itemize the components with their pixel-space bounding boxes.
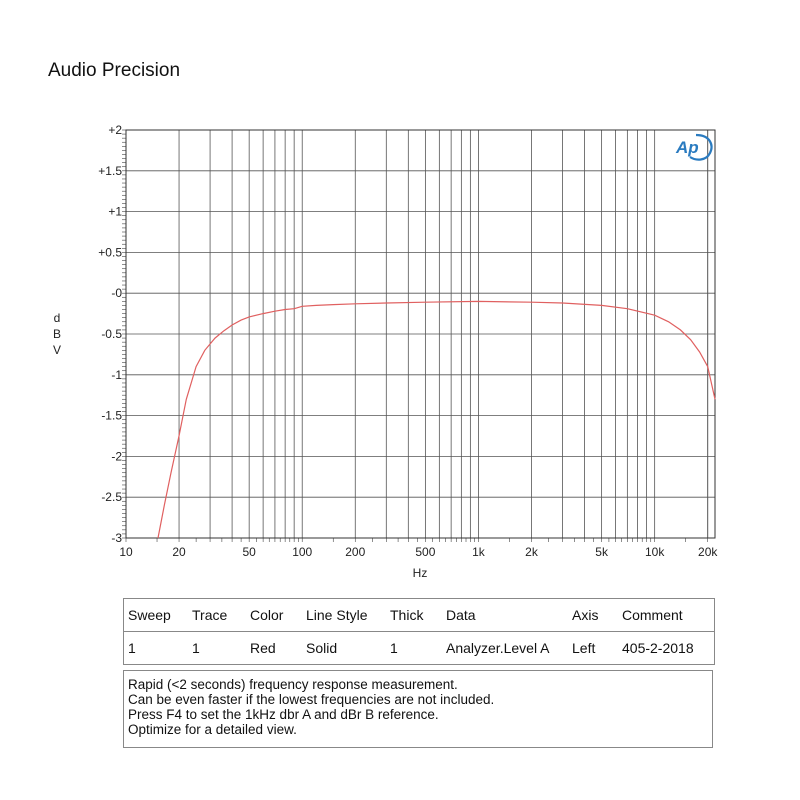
x-tick-label: 20k	[698, 545, 718, 559]
notes-box: Rapid (<2 seconds) frequency response me…	[123, 670, 713, 748]
note-line: Optimize for a detailed view.	[128, 722, 297, 737]
plot-frame	[125, 129, 716, 539]
x-axis: 10 20 50 100 200 500 1k 2k 5k 10k 20k	[119, 545, 718, 559]
y-tick-label: -1	[111, 368, 122, 382]
legend-header-cell: Axis	[568, 598, 618, 632]
x-tick-label: 10	[119, 545, 133, 559]
legend-data-row[interactable]: 1 1 Red Solid 1 Analyzer.Level A Left 40…	[124, 632, 715, 665]
x-tick-label: 20	[172, 545, 186, 559]
legend-cell: 405-2-2018	[622, 640, 694, 656]
legend-cell: 1	[390, 640, 398, 656]
legend-header-cell: Data	[442, 598, 568, 632]
y-tick-label: -0.5	[101, 327, 122, 341]
trace-legend-table: Sweep Trace Color Line Style Thick Data …	[123, 598, 715, 665]
legend-cell: 1	[128, 640, 136, 656]
y-axis-label-char: V	[53, 343, 61, 357]
x-tick-label: 100	[292, 545, 312, 559]
y-axis-label-char: B	[53, 327, 61, 341]
x-tick-label: 500	[415, 545, 435, 559]
y-tick-label: -0	[111, 286, 122, 300]
svg-text:dBV: dBV	[53, 311, 61, 357]
frequency-response-chart: +2+1.5+1+0.5-0-0.5-1-1.5-2-2.5-3 10 20 50 1…	[53, 123, 718, 580]
y-axis: +2 +1.5 +1 +0.5 -0 -0.5 -1 -1.5 -2 -2.5 -3	[98, 123, 122, 545]
x-tick-label: 1k	[472, 545, 486, 559]
legend-cell: Solid	[306, 640, 338, 656]
legend-cell: 1	[192, 640, 200, 656]
y-tick-label: +1	[108, 205, 122, 219]
traces	[157, 300, 716, 539]
legend-cell: Red	[250, 640, 276, 656]
x-tick-label: 2k	[525, 545, 539, 559]
legend-header-cell: Line Style	[302, 598, 386, 632]
y-tick-label: +1.5	[98, 164, 122, 178]
x-tick-label: 50	[242, 545, 256, 559]
note-line: Can be even faster if the lowest frequen…	[128, 692, 495, 707]
legend-header-cell: Trace	[188, 598, 246, 632]
y-tick-label: -2.5	[101, 490, 122, 504]
y-tick-label: -2	[111, 449, 122, 463]
page-title: Audio Precision	[48, 60, 181, 81]
legend-header-row: Sweep Trace Color Line Style Thick Data …	[123, 598, 715, 632]
legend-header-cell: Comment	[618, 598, 715, 632]
x-axis-label: Hz	[413, 566, 428, 580]
x-tick-label: 5k	[595, 545, 609, 559]
y-tick-label: -3	[111, 531, 122, 545]
legend-cell: Left	[572, 640, 596, 656]
x-tick-label: 200	[345, 545, 365, 559]
svg-text:Ap: Ap	[675, 138, 699, 157]
note-line: Rapid (<2 seconds) frequency response me…	[128, 677, 458, 692]
x-tick-label: 10k	[645, 545, 665, 559]
legend-header-cell: Thick	[386, 598, 442, 632]
legend-header-cell: Sweep	[123, 598, 188, 632]
y-tick-label: -1.5	[101, 409, 122, 423]
note-line: Press F4 to set the 1kHz dbr A and dBr B…	[128, 707, 439, 722]
grid	[122, 129, 715, 542]
ap-logo-icon: Ap	[675, 133, 713, 161]
legend-header-cell: Color	[246, 598, 302, 632]
y-tick-label: +0.5	[98, 245, 122, 259]
legend-cell: Analyzer.Level A	[446, 640, 550, 656]
y-axis-label-char: d	[54, 311, 61, 325]
y-tick-label: +2	[108, 123, 122, 137]
trace-line	[157, 300, 716, 539]
